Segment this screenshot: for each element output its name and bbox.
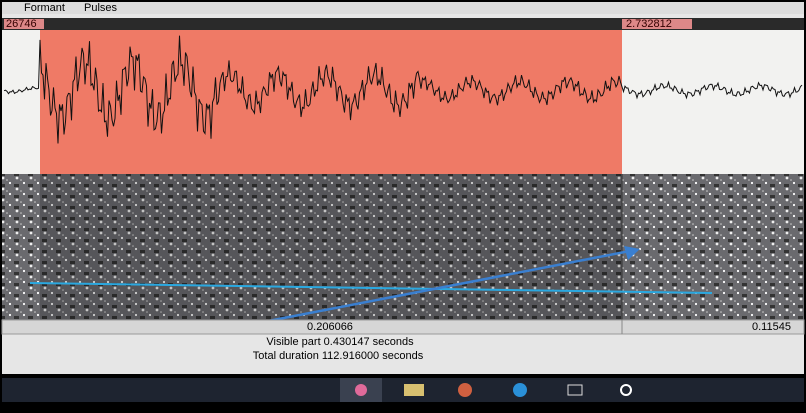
- folder-icon[interactable]: [404, 384, 424, 396]
- right-duration: 0.11545: [752, 321, 791, 333]
- menu-item[interactable]: Pulses: [84, 2, 118, 14]
- page: Formant Pulses 26746 2.732812 0.206066 0…: [0, 0, 806, 408]
- praat-icon[interactable]: [355, 384, 367, 396]
- duration-bar: [2, 320, 804, 334]
- menu-bar: [2, 2, 804, 14]
- spectrogram-selection: [40, 174, 622, 320]
- selection-end: 2.732812: [626, 18, 672, 30]
- visible-part: Visible part 0.430147 seconds: [266, 336, 414, 348]
- total-duration: Total duration 112.916000 seconds: [253, 350, 424, 362]
- edge-icon[interactable]: [513, 383, 527, 397]
- selection-duration: 0.206066: [307, 321, 353, 333]
- selection-start: 26746: [6, 18, 37, 30]
- menu-item[interactable]: Formant: [24, 2, 65, 14]
- chrome-icon[interactable]: [458, 383, 472, 397]
- selection-highlight[interactable]: [40, 30, 622, 174]
- taskbar: [2, 378, 804, 402]
- praat-window: Formant Pulses 26746 2.732812 0.206066 0…: [0, 0, 806, 408]
